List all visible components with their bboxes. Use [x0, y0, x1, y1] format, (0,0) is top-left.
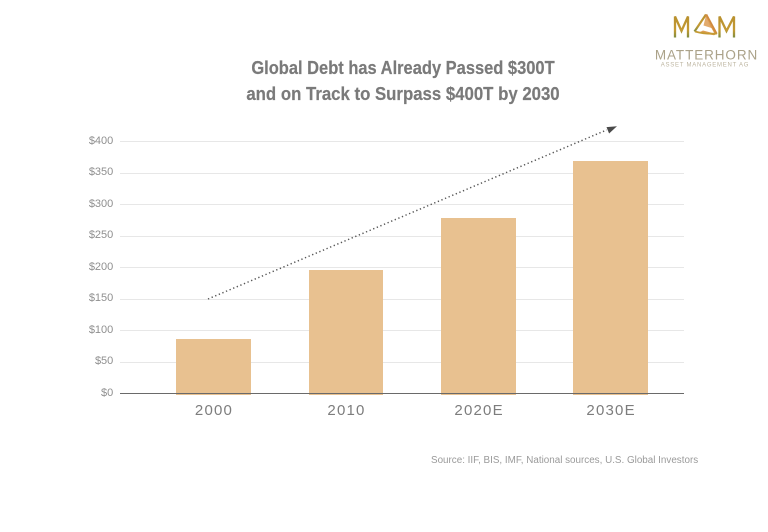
svg-text:ASSET MANAGEMENT AG: ASSET MANAGEMENT AG [661, 63, 749, 69]
svg-text:MATTERHORN: MATTERHORN [655, 47, 758, 62]
